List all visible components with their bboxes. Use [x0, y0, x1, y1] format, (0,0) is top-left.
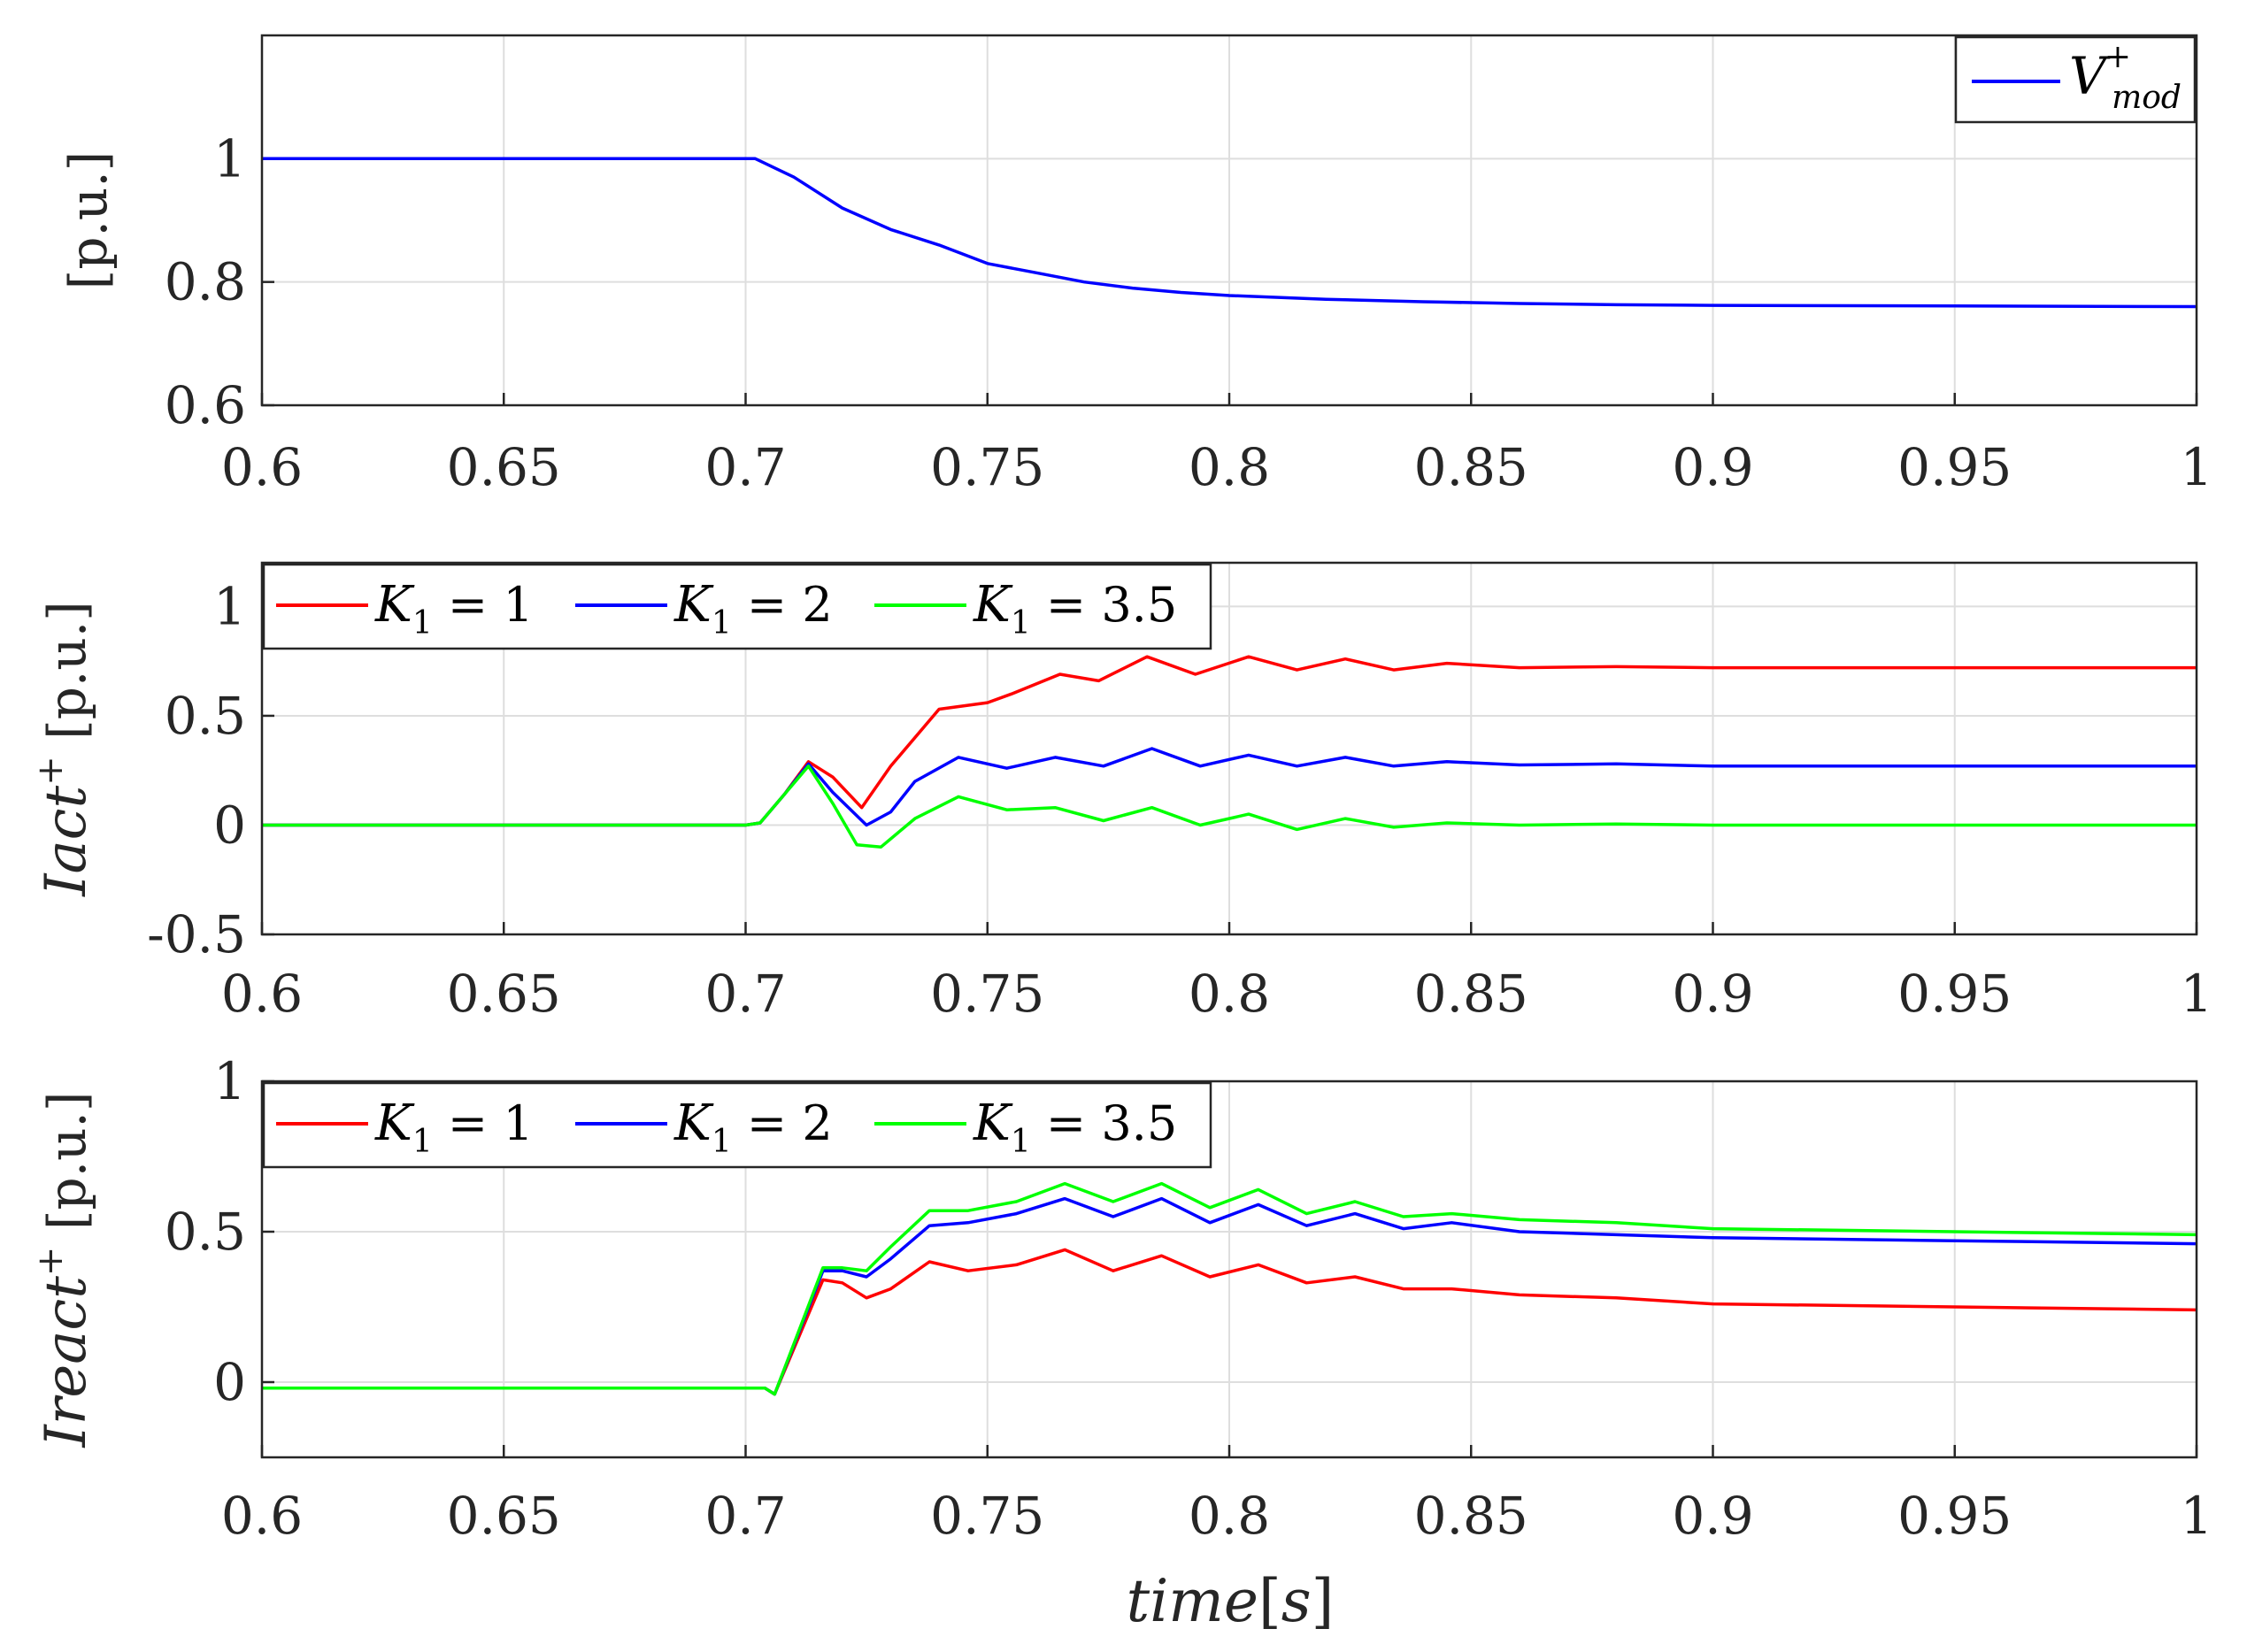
legend-label: K1 = 2 — [673, 576, 833, 642]
y-axis-label-superscript: + — [30, 756, 71, 786]
y-tick-label: -0.5 — [147, 904, 246, 964]
legend-label-symbol: K — [973, 576, 1013, 634]
y-axis-label-symbol: Ireact — [34, 1276, 99, 1448]
x-tick-label: 0.9 — [1672, 437, 1753, 497]
x-tick-label: 0.8 — [1189, 437, 1270, 497]
y-tick-label: 0.6 — [165, 375, 246, 435]
x-tick-label: 0.6 — [221, 437, 303, 497]
y-tick-label: 1 — [213, 128, 246, 188]
x-tick-label: 0.65 — [447, 437, 561, 497]
x-tick-label: 0.75 — [930, 964, 1044, 1024]
legend-label: K1 = 2 — [673, 1095, 833, 1160]
legend-label-value: = 1 — [433, 1095, 534, 1151]
y-tick-label: 1 — [213, 1051, 246, 1111]
y-tick-label: 0.8 — [165, 252, 246, 312]
legend-box — [262, 563, 1212, 650]
y-axis-label-unit: [p.u.] — [37, 601, 97, 756]
x-tick-label: 0.7 — [704, 1486, 786, 1546]
x-tick-label: 0.95 — [1897, 964, 2012, 1024]
legend: K1 = 1 K1 = 2 K1 = 3.5 — [262, 1081, 1212, 1169]
x-tick-label: 0.9 — [1672, 964, 1753, 1024]
legend-label-subscript: 1 — [412, 1124, 433, 1160]
legend-label-symbol: K — [973, 1095, 1013, 1152]
x-tick-label: 0.7 — [704, 964, 786, 1024]
y-tick-label: 1 — [213, 576, 246, 636]
x-tick-label: 1 — [2181, 964, 2213, 1024]
x-tick-label: 0.9 — [1672, 1486, 1753, 1546]
x-tick-label: 0.65 — [447, 1486, 561, 1546]
x-tick-label: 0.65 — [447, 964, 561, 1024]
legend-label: V+ mod — [2069, 39, 2182, 116]
legend-label-symbol: K — [374, 576, 415, 634]
x-tick-label: 0.95 — [1897, 437, 2012, 497]
legend-label-subscript: mod — [2112, 80, 2182, 116]
x-tick-label: 0.7 — [704, 437, 786, 497]
legend-label-value: = 1 — [433, 577, 534, 633]
legend-label-subscript: 1 — [1011, 1124, 1031, 1160]
legend-label-value: = 3.5 — [1031, 1095, 1177, 1151]
x-tick-label: 0.6 — [221, 1486, 303, 1546]
legend-label-subscript: 1 — [712, 605, 732, 642]
x-tick-label: 0.85 — [1414, 437, 1528, 497]
plot-frame — [260, 34, 2198, 407]
legend-label-value: = 2 — [732, 1095, 833, 1151]
x-tick-label: 0.85 — [1414, 1486, 1528, 1546]
x-tick-label: 0.75 — [930, 437, 1044, 497]
x-tick-label: 0.75 — [930, 1486, 1044, 1546]
y-axis-label-symbol: Iact — [34, 786, 99, 897]
x-tick-label: 0.6 — [221, 964, 303, 1024]
x-tick-label: 0.8 — [1189, 1486, 1270, 1546]
chart-panel-3: 0.6 0.65 0.7 0.75 0.8 0.85 0.9 0.95 1 0 0.5 1 Ireact… — [30, 1051, 2212, 1546]
legend-label-symbol: V — [2069, 46, 2111, 106]
y-axis-label: [p.u.] — [58, 151, 119, 290]
chart-panel-2: 0.6 0.65 0.7 0.75 0.8 0.85 0.9 0.95 1 -0.5 0 0.5 1 Ia… — [30, 561, 2213, 1024]
y-axis-label-superscript: + — [30, 1247, 71, 1277]
plot-frame — [260, 561, 2198, 936]
legend-label-value: = 3.5 — [1031, 577, 1177, 633]
legend-label-value: = 2 — [732, 577, 833, 633]
legend-label: K1 = 1 — [374, 1095, 534, 1160]
y-tick-label: 0 — [213, 1352, 246, 1412]
series-line — [262, 1181, 2197, 1396]
legend-label-subscript: 1 — [412, 605, 433, 642]
y-axis-label: Ireact+ [p.u.] — [30, 1091, 99, 1448]
chart-panel-1: 0.6 0.65 0.7 0.75 0.8 0.85 0.9 0.95 1 0.6 0.8 1 [p.u… — [58, 34, 2213, 497]
plot-frame — [260, 1080, 2198, 1459]
legend-label-subscript: 1 — [712, 1124, 732, 1160]
legend-label: K1 = 3.5 — [973, 576, 1177, 642]
x-tick-label: 1 — [2181, 437, 2213, 497]
y-tick-label: 0.5 — [165, 686, 246, 746]
legend: K1 = 1 K1 = 2 K1 = 3.5 — [262, 563, 1212, 650]
x-axis-label: time[s] — [1127, 1567, 1335, 1635]
y-tick-label: 0 — [213, 795, 246, 855]
legend-label-symbol: K — [673, 576, 714, 634]
x-tick-label: 0.85 — [1414, 964, 1528, 1024]
y-axis-label-unit: [p.u.] — [37, 1091, 97, 1246]
legend-label-symbol: K — [374, 1095, 415, 1152]
legend: V+ mod — [1954, 35, 2197, 124]
series-line — [262, 157, 2197, 309]
legend-label-symbol: K — [673, 1095, 714, 1152]
y-axis-label: Iact+ [p.u.] — [30, 601, 99, 897]
legend-label: K1 = 3.5 — [973, 1095, 1177, 1160]
x-tick-label: 1 — [2181, 1486, 2213, 1546]
legend-label-superscript: + — [2105, 39, 2131, 75]
legend-box — [262, 1081, 1212, 1169]
series-line — [262, 765, 2197, 849]
charts-container: 0.6 0.65 0.7 0.75 0.8 0.85 0.9 0.95 1 0.6 0.8 1 [p.u… — [30, 34, 2213, 1546]
x-tick-label: 0.95 — [1897, 1486, 2012, 1546]
x-tick-label: 0.8 — [1189, 964, 1270, 1024]
legend-label: K1 = 1 — [374, 576, 534, 642]
y-tick-label: 0.5 — [165, 1202, 246, 1262]
legend-label-subscript: 1 — [1011, 605, 1031, 642]
